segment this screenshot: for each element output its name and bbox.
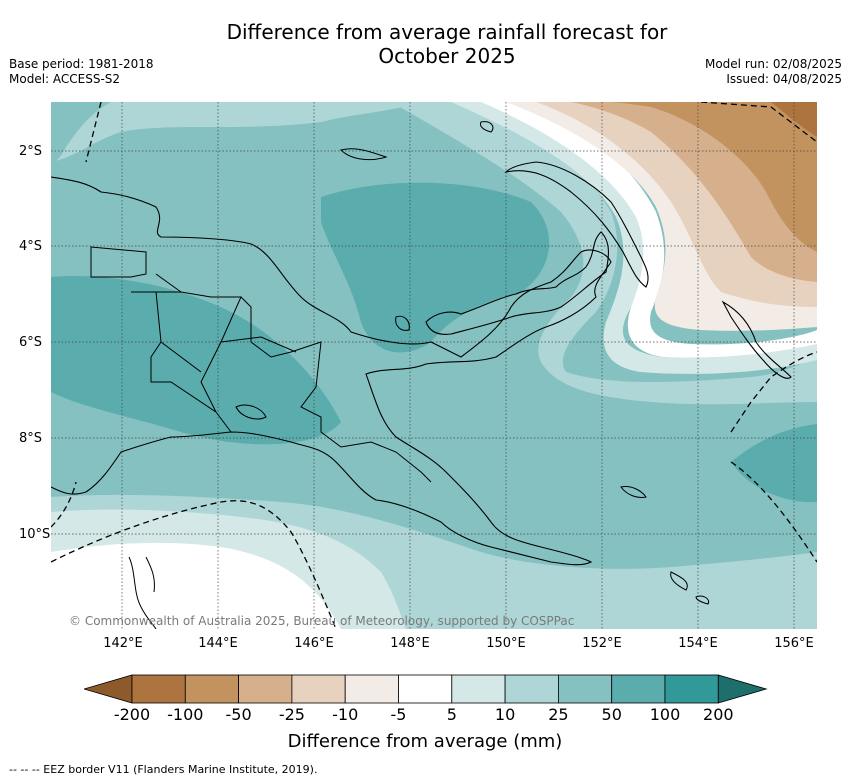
eez-borders — [51, 102, 817, 629]
colorbar-segment — [344, 674, 399, 704]
colorbar-arrow-high — [717, 674, 768, 704]
issued-date: Issued: 04/08/2025 — [726, 72, 842, 86]
colorbar-segment — [398, 674, 453, 704]
colorbar — [84, 674, 768, 704]
band-10-25-northeast — [391, 102, 817, 405]
rainfall-map — [51, 102, 817, 629]
colorbar-tick: -200 — [113, 705, 151, 724]
lon-label-154e: 154°E — [678, 636, 718, 651]
band-10-25-northwest — [51, 102, 421, 162]
small-islands — [235, 121, 710, 605]
band-minus50-100 — [606, 102, 817, 252]
colorbar-segment — [291, 674, 346, 704]
band-5-10-northeast — [451, 102, 817, 374]
colorbar-tick: -25 — [278, 705, 305, 724]
colorbar-segment — [557, 674, 613, 704]
colorbar-tick: 50 — [601, 705, 622, 724]
meta-left: Base period: 1981-2018 Model: ACCESS-S2 — [9, 57, 154, 87]
lon-label-156e: 156°E — [774, 636, 814, 651]
new-ireland-coastline — [504, 161, 649, 288]
lon-label-142e: 142°E — [103, 636, 143, 651]
colorbar-segment — [451, 674, 506, 704]
colorbar-tick: -100 — [167, 705, 204, 724]
lat-label-10s: 10°S — [19, 527, 51, 542]
colorbar-tick: 200 — [703, 705, 734, 724]
colorbar-segment — [238, 674, 293, 704]
colorbar-tick: -5 — [390, 705, 407, 724]
eez-legend-note: -- -- -- EEZ border V11 (Flanders Marine… — [9, 763, 318, 776]
bougainville-coastline — [721, 300, 792, 379]
band-50-100-north — [321, 182, 550, 353]
lon-label-150e: 150°E — [486, 636, 526, 651]
map-title-line1: Difference from average rainfall forecas… — [226, 20, 668, 44]
lat-label-4s: 4°S — [19, 239, 43, 254]
copyright-notice: © Commonwealth of Australia 2025, Bureau… — [69, 614, 575, 628]
colorbar-segment — [184, 674, 240, 704]
lat-label-2s: 2°S — [19, 144, 43, 159]
map-title-line2: October 2025 — [378, 44, 516, 68]
colorbar-arrow-low — [84, 674, 133, 704]
lat-label-6s: 6°S — [19, 335, 43, 350]
new-guinea-coastline — [51, 176, 612, 566]
band-50-100-east — [731, 424, 817, 503]
colorbar-segment — [611, 674, 666, 704]
colorbar-label: Difference from average (mm) — [287, 731, 563, 752]
colorbar-segment — [664, 674, 719, 704]
colorbar-tick: -50 — [225, 705, 252, 724]
new-britain-coastline — [425, 231, 609, 335]
colorbar-tick: 10 — [494, 705, 516, 724]
colorbar-segment — [131, 674, 186, 704]
cape-york-coastline — [128, 556, 157, 629]
lon-label-152e: 152°E — [582, 636, 622, 651]
band-25-50-northwest — [51, 102, 111, 164]
map-title: Difference from average rainfall forecas… — [0, 20, 850, 68]
model-name: Model: ACCESS-S2 — [9, 72, 121, 86]
graticule — [51, 102, 817, 629]
band-50-100-west — [51, 276, 341, 445]
provincial-borders — [90, 246, 432, 483]
model-run: Model run: 02/08/2025 — [704, 57, 842, 71]
lon-label-146e: 146°E — [294, 636, 334, 651]
colorbar-tick: 100 — [649, 705, 681, 724]
colorbar-tick: -10 — [332, 705, 359, 724]
meta-right: Model run: 02/08/2025 Issued: 04/08/2025 — [705, 57, 842, 87]
colorbar-segment — [504, 674, 559, 704]
band-neutral-south — [51, 542, 341, 629]
colorbar-tick: 25 — [548, 705, 569, 724]
lon-label-148e: 148°E — [390, 636, 430, 651]
lon-label-144e: 144°E — [198, 636, 238, 651]
colorbar-tick: 5 — [446, 705, 457, 724]
base-period: Base period: 1981-2018 — [9, 57, 154, 71]
lat-label-8s: 8°S — [19, 431, 43, 446]
band-neutral-northeast — [481, 102, 817, 358]
